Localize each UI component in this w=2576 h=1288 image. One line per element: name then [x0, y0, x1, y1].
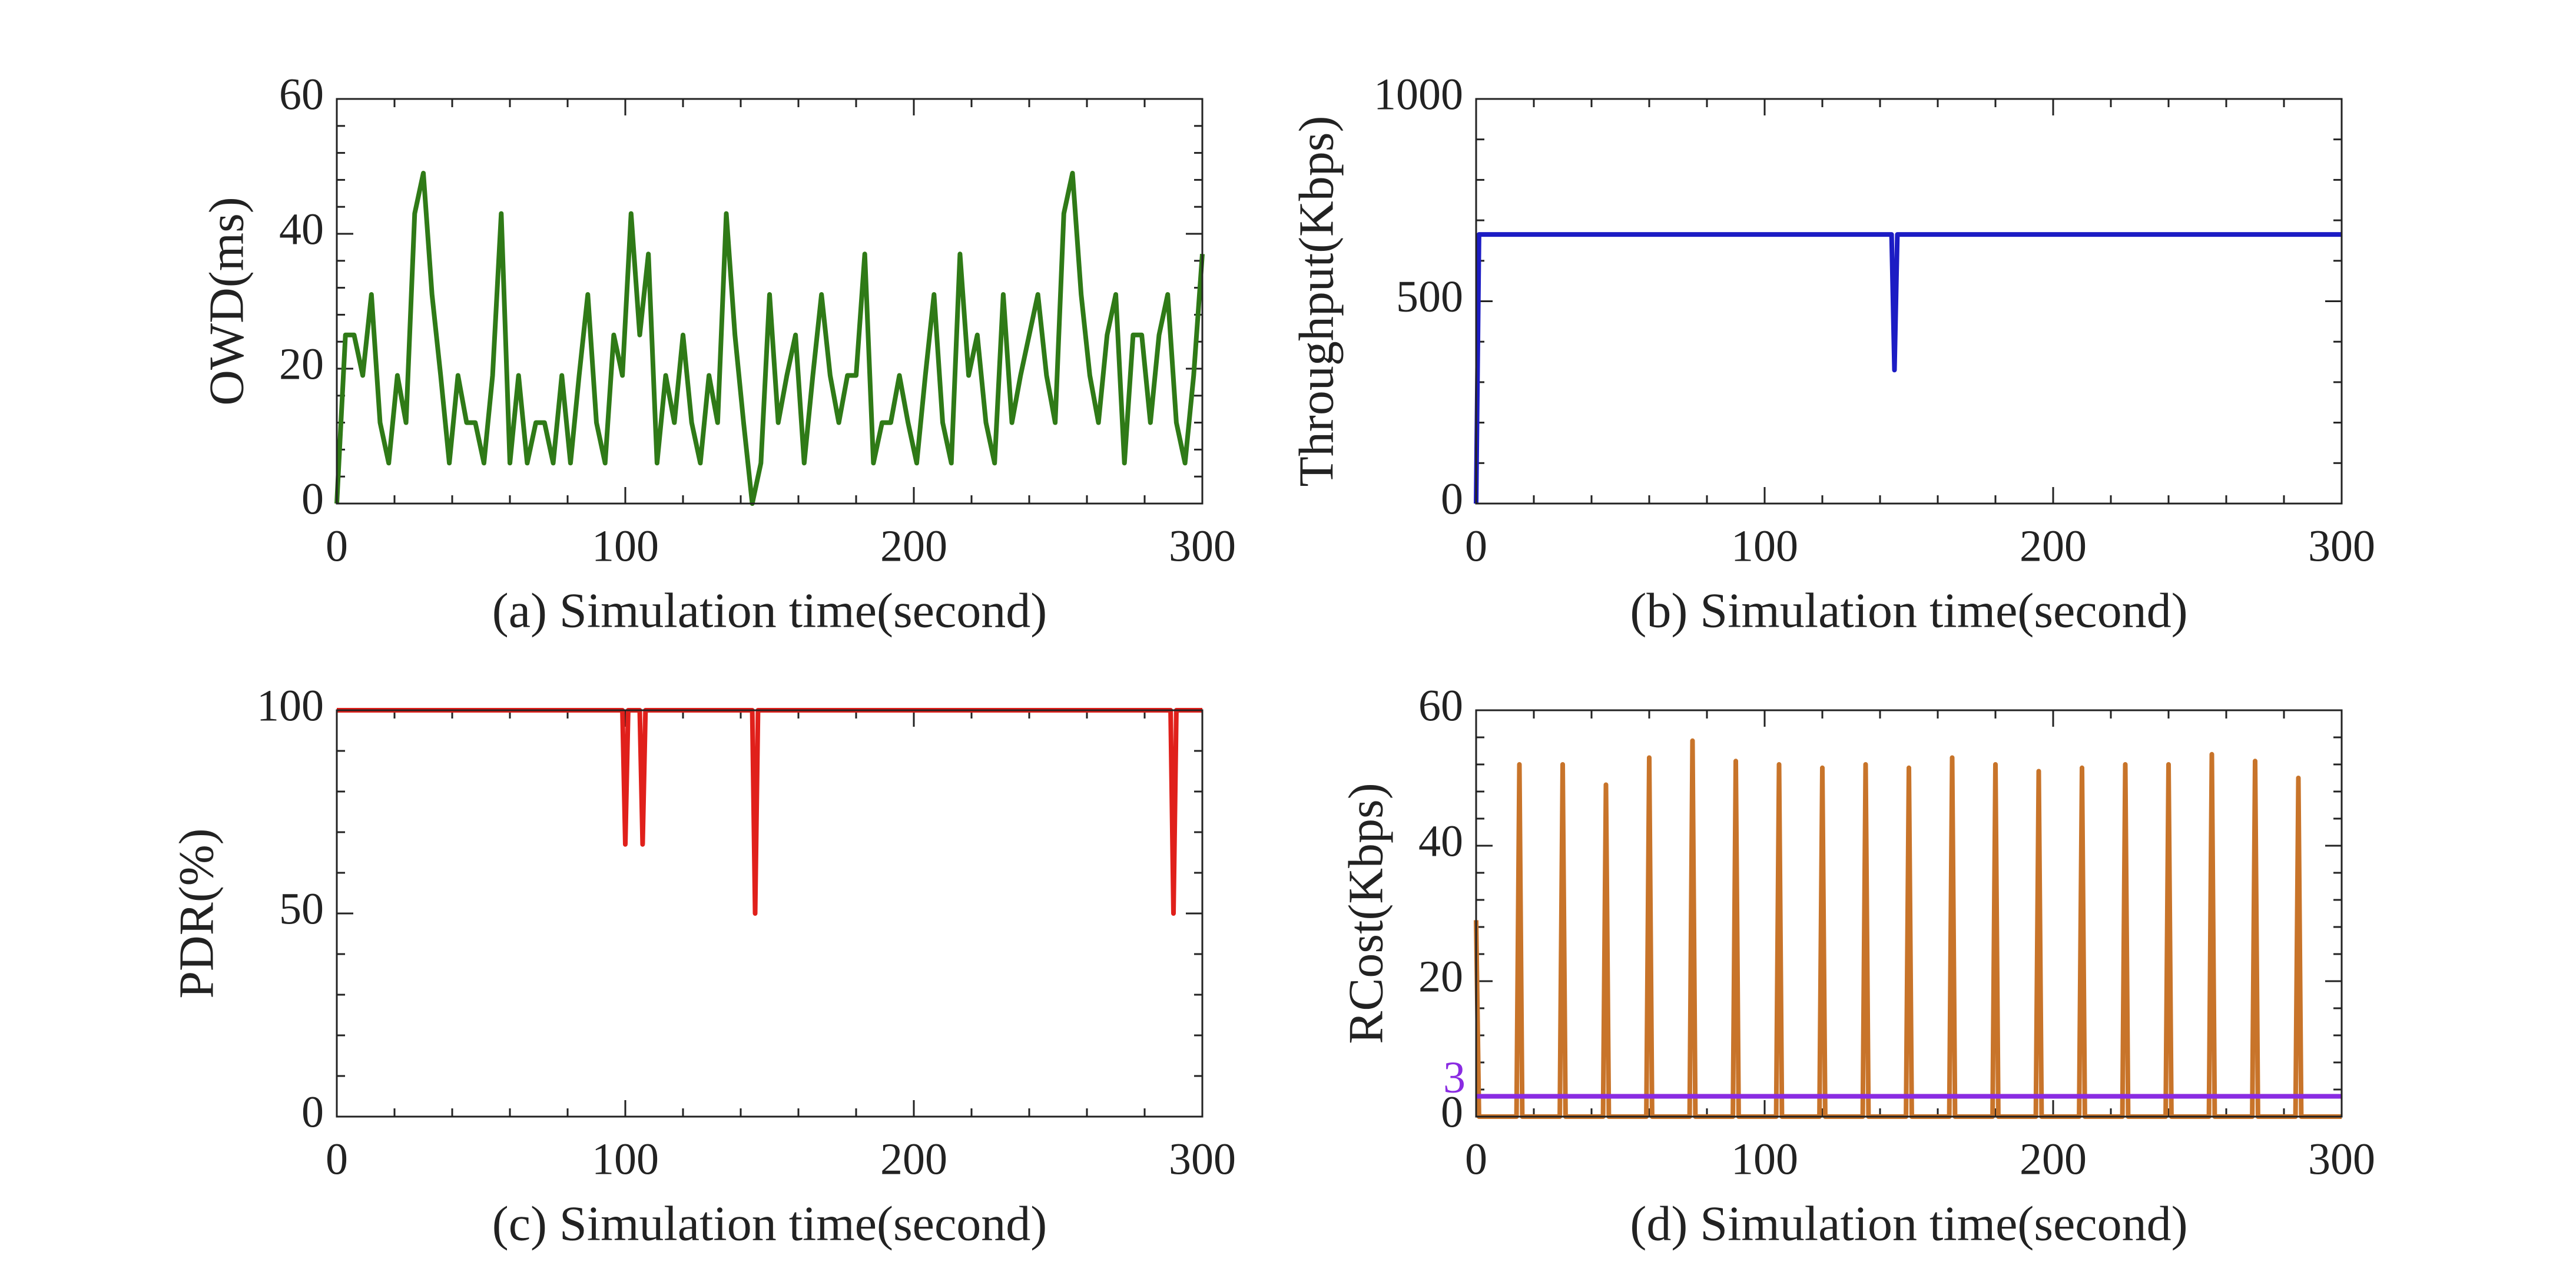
y-tick-label: 1000: [1374, 69, 1463, 119]
y-tick-label: 40: [279, 204, 324, 254]
x-tick-label: 200: [2020, 1134, 2087, 1184]
y-axis-label: RCost(Kbps): [1338, 783, 1393, 1044]
x-tick-label: 0: [326, 1134, 348, 1184]
y-tick-label: 100: [257, 681, 324, 730]
x-tick-label: 0: [1465, 1134, 1487, 1184]
x-tick-label: 200: [880, 1134, 947, 1184]
data-line: [337, 708, 1202, 916]
axes-frame: [1475, 709, 2343, 1118]
y-tick-label: 50: [279, 884, 324, 933]
annotation: 3: [1443, 1053, 1466, 1102]
x-axis-label: (b) Simulation time(second): [1630, 583, 2187, 638]
axes-frame: [336, 709, 1204, 1118]
x-tick-label: 100: [1731, 1134, 1798, 1184]
axes-frame: [336, 98, 1204, 505]
y-tick-label: 60: [279, 69, 324, 119]
data-line: [334, 171, 1205, 506]
y-tick-label: 500: [1396, 272, 1463, 322]
x-axis-label: (c) Simulation time(second): [492, 1196, 1047, 1251]
x-tick-label: 100: [1731, 521, 1798, 571]
x-tick-label: 300: [1169, 1134, 1236, 1184]
y-axis-label: OWD(ms): [199, 197, 254, 406]
y-tick-label: 20: [279, 339, 324, 389]
axes-frame: [1475, 98, 2343, 505]
y-tick-label: 0: [1441, 1087, 1463, 1137]
x-tick-label: 300: [2308, 1134, 2375, 1184]
x-tick-label: 300: [2308, 521, 2375, 571]
x-axis-label: (a) Simulation time(second): [492, 583, 1047, 638]
x-tick-label: 0: [1465, 521, 1487, 571]
y-tick-label: 0: [1441, 474, 1463, 524]
y-tick-label: 0: [301, 1087, 324, 1137]
x-tick-label: 0: [326, 521, 348, 571]
y-tick-label: 20: [1418, 952, 1463, 1001]
data-line: [1474, 738, 2342, 1119]
x-tick-label: 300: [1169, 521, 1236, 571]
x-tick-label: 200: [2020, 521, 2087, 571]
y-axis-label: Throughput(Kbps): [1289, 116, 1344, 487]
x-tick-label: 100: [592, 1134, 659, 1184]
data-line: [1474, 232, 2342, 504]
y-tick-label: 60: [1418, 681, 1463, 730]
y-tick-label: 40: [1418, 816, 1463, 866]
x-axis-label: (d) Simulation time(second): [1630, 1196, 2187, 1251]
x-tick-label: 100: [592, 521, 659, 571]
y-axis-label: PDR(%): [169, 828, 224, 998]
y-tick-label: 0: [301, 474, 324, 524]
x-tick-label: 200: [880, 521, 947, 571]
